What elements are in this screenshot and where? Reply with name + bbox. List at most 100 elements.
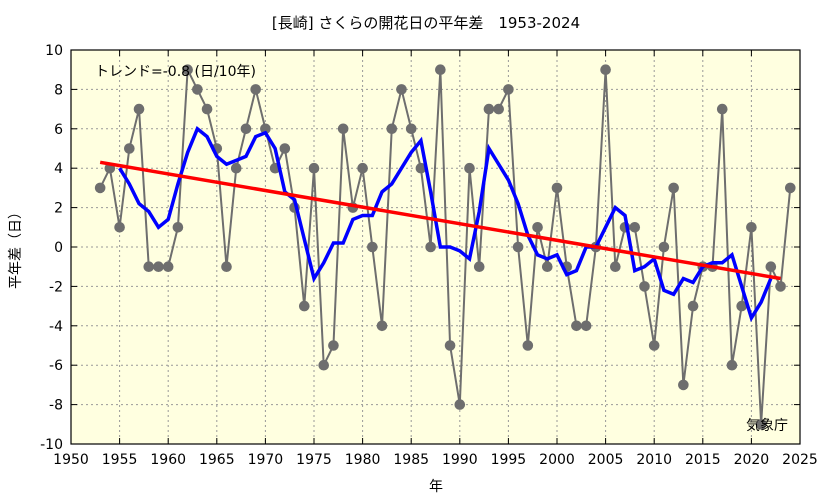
annual-data-point — [473, 261, 485, 273]
annual-data-point — [736, 300, 747, 312]
annual-data-point — [610, 261, 621, 273]
annual-data-point — [532, 222, 543, 233]
annual-data-point — [668, 182, 679, 194]
annual-data-point — [162, 261, 174, 273]
y-tick-label: -4 — [49, 319, 63, 335]
x-tick-label: 2005 — [588, 452, 624, 468]
annual-data-point — [658, 241, 670, 253]
annual-data-point — [182, 64, 193, 75]
x-tick-label: 2010 — [636, 452, 672, 468]
annual-data-point — [425, 241, 436, 253]
series-layer — [94, 64, 796, 430]
annual-data-point — [376, 320, 388, 332]
annual-data-point — [298, 300, 310, 312]
annual-data-point — [541, 261, 553, 273]
x-tick-label: 2025 — [782, 452, 818, 468]
annual-data-point — [337, 123, 349, 135]
annual-data-point — [784, 182, 796, 194]
x-tick-label: 1975 — [296, 452, 332, 468]
chart-title: [長崎] さくらの開花日の平年差 1953-2024 — [272, 14, 580, 32]
annual-series-line — [99, 65, 792, 425]
trend-annotation: トレンド=-0.8 (日/10年) — [95, 64, 256, 80]
annual-data-point — [746, 222, 757, 233]
annual-data-point — [483, 103, 495, 115]
annual-data-point — [367, 241, 378, 253]
y-tick-label: -10 — [40, 437, 63, 453]
annual-data-point — [464, 162, 475, 174]
y-tick-label: 0 — [54, 240, 63, 256]
x-tick-label: 2020 — [734, 452, 770, 468]
annual-data-point — [522, 340, 534, 351]
annual-data-point — [386, 123, 398, 135]
annual-data-point — [172, 222, 184, 233]
x-tick-label: 1965 — [199, 452, 235, 468]
annual-data-point — [260, 123, 271, 135]
x-tick-label: 1950 — [53, 452, 89, 468]
axes: 1950 1955 1960 1965 1970 1975 1980 1985 1990 1995… — [40, 43, 818, 468]
trend-line — [99, 160, 781, 281]
annual-data-point — [230, 162, 242, 174]
annual-data-point — [726, 359, 738, 371]
x-tick-label: 1960 — [150, 452, 186, 468]
annual-data-point — [114, 222, 125, 233]
annual-data-point — [755, 419, 767, 430]
annual-data-point — [221, 261, 232, 273]
annual-data-point — [357, 162, 368, 174]
x-tick-label: 1985 — [393, 452, 429, 468]
y-tick-label: -6 — [49, 358, 63, 374]
annual-data-point — [648, 340, 660, 351]
x-tick-label: 1955 — [102, 452, 138, 468]
x-tick-label: 1970 — [248, 452, 284, 468]
y-tick-label: 6 — [54, 122, 63, 138]
annual-data-point — [503, 84, 514, 95]
annual-data-point — [444, 340, 456, 351]
x-tick-label: 1990 — [442, 452, 478, 468]
annual-data-point — [454, 399, 466, 410]
x-tick-label: 1995 — [491, 452, 527, 468]
annual-data-point — [687, 300, 699, 312]
annual-data-point — [551, 182, 563, 194]
annual-data-point — [435, 64, 446, 75]
y-tick-label: -2 — [49, 279, 63, 295]
y-axis-label: 平年差（日） — [8, 205, 24, 289]
annual-data-point — [124, 143, 135, 154]
y-tick-label: -8 — [49, 398, 63, 414]
moving-average-line — [118, 125, 773, 323]
y-tick-label: 8 — [54, 82, 63, 98]
y-tick-label: 2 — [54, 201, 63, 217]
annual-data-point — [678, 379, 689, 391]
x-axis-label: 年 — [429, 479, 443, 495]
y-tick-label: 10 — [45, 43, 63, 59]
annual-data-point — [250, 84, 261, 95]
annual-data-point — [571, 320, 582, 332]
annual-data-point — [765, 261, 777, 273]
annual-data-point — [639, 281, 650, 292]
annual-data-point — [94, 182, 106, 194]
y-tick-label: 4 — [54, 161, 63, 177]
x-tick-label: 1980 — [345, 452, 381, 468]
annual-data-point — [318, 359, 330, 371]
annual-data-point — [192, 84, 203, 95]
annual-data-point — [308, 162, 320, 174]
annual-data-point — [396, 84, 407, 95]
annual-data-point — [143, 261, 155, 273]
annual-data-point — [775, 281, 786, 292]
annual-data-point — [716, 103, 728, 115]
annual-data-point — [600, 64, 611, 75]
annual-data-point — [153, 261, 164, 273]
annual-data-point — [415, 162, 427, 174]
source-annotation: 気象庁 — [746, 418, 788, 434]
annual-data-point — [405, 123, 417, 135]
annual-data-point — [328, 340, 339, 351]
x-tick-label: 2015 — [685, 452, 721, 468]
annual-data-point — [279, 143, 291, 154]
annual-data-point — [201, 103, 213, 115]
annual-data-point — [512, 241, 524, 253]
annual-data-point — [493, 103, 504, 115]
annual-data-point — [629, 222, 641, 233]
annual-data-point — [133, 103, 145, 115]
x-tick-label: 2000 — [539, 452, 575, 468]
annual-data-point — [580, 320, 592, 332]
annual-data-point — [240, 123, 252, 135]
